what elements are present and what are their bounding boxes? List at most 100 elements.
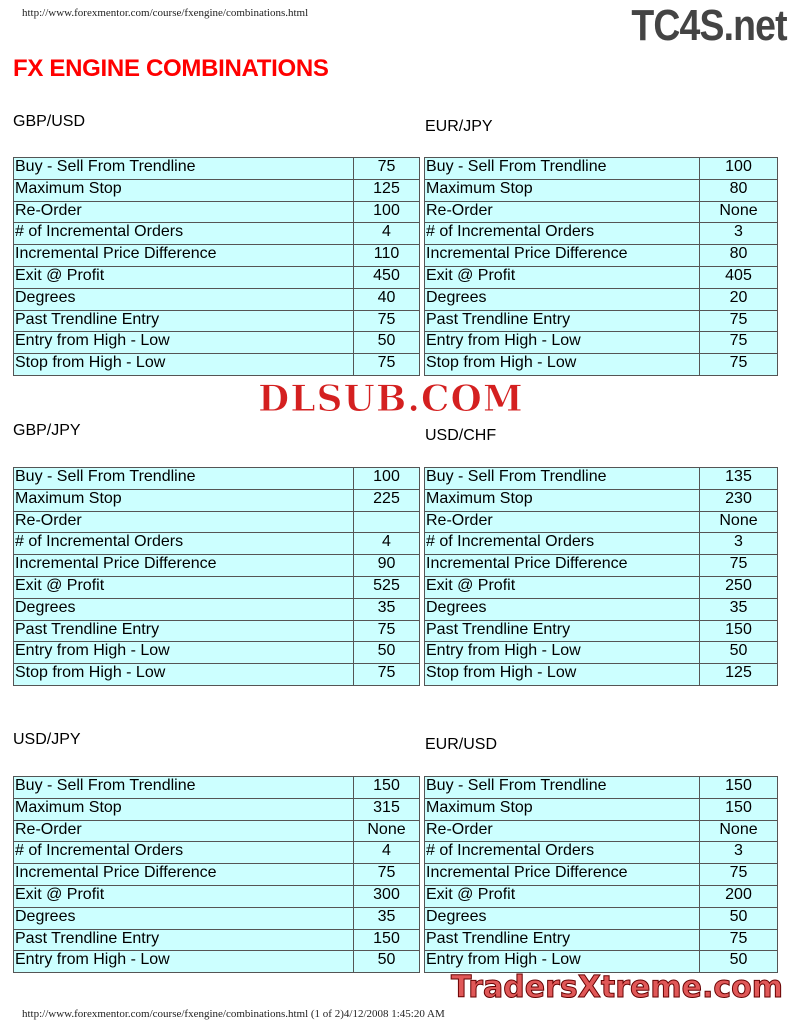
setting-label: Stop from High - Low xyxy=(13,353,354,376)
setting-value: 125 xyxy=(353,178,420,202)
table-row: Entry from High - Low 50 xyxy=(13,950,420,974)
setting-label: Maximum Stop xyxy=(424,488,700,512)
settings-table: Buy - Sell From Trendline 150 Maximum Stop… xyxy=(13,776,420,974)
setting-label: Entry from High - Low xyxy=(424,331,700,355)
setting-label: Exit @ Profit xyxy=(424,265,700,289)
setting-label: Past Trendline Entry xyxy=(13,928,354,952)
setting-label: Degrees xyxy=(13,597,354,621)
table-row: Past Trendline Entry 75 xyxy=(13,309,420,333)
setting-label: Entry from High - Low xyxy=(424,950,700,974)
setting-label: Re-Order xyxy=(13,510,354,534)
footer-url: http://www.forexmentor.com/course/fxengi… xyxy=(22,1008,445,1020)
table-row: Entry from High - Low 50 xyxy=(13,641,420,665)
table-row: Exit @ Profit 300 xyxy=(13,884,420,908)
setting-label: Maximum Stop xyxy=(13,488,354,512)
setting-label: Entry from High - Low xyxy=(13,331,354,355)
setting-value xyxy=(353,510,420,534)
setting-label: Degrees xyxy=(424,287,700,311)
setting-value: 250 xyxy=(699,575,778,599)
settings-table: Buy - Sell From Trendline 100 Maximum Stop… xyxy=(13,467,420,686)
setting-value: 3 xyxy=(699,841,778,865)
pair-heading: GBP/USD xyxy=(13,113,86,130)
setting-value: 225 xyxy=(353,488,420,512)
table-row: Buy - Sell From Trendline 150 xyxy=(424,776,778,799)
setting-value: 80 xyxy=(699,244,778,267)
setting-value: 315 xyxy=(353,797,420,821)
setting-value: 3 xyxy=(699,222,778,246)
setting-label: Past Trendline Entry xyxy=(13,309,354,333)
table-row: Exit @ Profit 200 xyxy=(424,884,778,908)
setting-value: 100 xyxy=(353,467,420,490)
setting-label: Buy - Sell From Trendline xyxy=(424,467,700,490)
setting-value: 150 xyxy=(699,619,778,643)
table-row: Buy - Sell From Trendline 100 xyxy=(13,467,420,490)
table-row: Degrees 50 xyxy=(424,906,778,930)
setting-value: 50 xyxy=(353,950,420,974)
table-row: Entry from High - Low 50 xyxy=(13,331,420,355)
setting-label: Incremental Price Difference xyxy=(13,554,354,577)
setting-label: Degrees xyxy=(424,597,700,621)
setting-value: 75 xyxy=(699,863,778,886)
table-row: Past Trendline Entry 150 xyxy=(424,619,778,643)
setting-label: Exit @ Profit xyxy=(424,884,700,908)
setting-value: 4 xyxy=(353,222,420,246)
setting-label: Degrees xyxy=(13,906,354,930)
setting-value: 4 xyxy=(353,841,420,865)
setting-label: Incremental Price Difference xyxy=(13,863,354,886)
setting-value: 35 xyxy=(699,597,778,621)
setting-value: 450 xyxy=(353,265,420,289)
table-row: Stop from High - Low 75 xyxy=(13,353,420,376)
setting-label: Stop from High - Low xyxy=(13,663,354,686)
setting-value: 4 xyxy=(353,532,420,556)
table-row: Stop from High - Low 75 xyxy=(424,353,778,376)
setting-value: 135 xyxy=(699,467,778,490)
setting-label: Maximum Stop xyxy=(13,797,354,821)
setting-label: Entry from High - Low xyxy=(13,950,354,974)
setting-value: 525 xyxy=(353,575,420,599)
table-row: Exit @ Profit 405 xyxy=(424,265,778,289)
table-row: Entry from High - Low 75 xyxy=(424,331,778,355)
table-row: Re-Order None xyxy=(424,200,778,224)
table-row: Entry from High - Low 50 xyxy=(424,641,778,665)
table-row: Past Trendline Entry 75 xyxy=(424,928,778,952)
table-row: Buy - Sell From Trendline 75 xyxy=(13,157,420,180)
table-row: Maximum Stop 150 xyxy=(424,797,778,821)
setting-value: 125 xyxy=(699,663,778,686)
setting-value: 75 xyxy=(353,353,420,376)
setting-label: Re-Order xyxy=(424,200,700,224)
setting-label: # of Incremental Orders xyxy=(424,222,700,246)
setting-value: None xyxy=(699,819,778,843)
setting-value: 50 xyxy=(699,906,778,930)
table-row: # of Incremental Orders 3 xyxy=(424,532,778,556)
table-row: Exit @ Profit 250 xyxy=(424,575,778,599)
setting-label: # of Incremental Orders xyxy=(424,532,700,556)
table-row: Re-Order None xyxy=(424,819,778,843)
setting-label: # of Incremental Orders xyxy=(424,841,700,865)
pair-heading: EUR/USD xyxy=(425,736,498,753)
setting-value: 150 xyxy=(699,797,778,821)
setting-label: Past Trendline Entry xyxy=(424,619,700,643)
setting-value: 75 xyxy=(699,331,778,355)
table-row: # of Incremental Orders 4 xyxy=(13,222,420,246)
table-row: Degrees 20 xyxy=(424,287,778,311)
table-row: Exit @ Profit 525 xyxy=(13,575,420,599)
setting-value: 150 xyxy=(699,776,778,799)
table-row: Buy - Sell From Trendline 135 xyxy=(424,467,778,490)
setting-value: None xyxy=(353,819,420,843)
setting-value: 35 xyxy=(353,597,420,621)
setting-label: Maximum Stop xyxy=(424,178,700,202)
setting-label: Exit @ Profit xyxy=(13,265,354,289)
setting-label: Maximum Stop xyxy=(13,178,354,202)
table-row: Maximum Stop 230 xyxy=(424,488,778,512)
setting-value: 75 xyxy=(699,928,778,952)
setting-value: 100 xyxy=(353,200,420,224)
table-row: # of Incremental Orders 3 xyxy=(424,222,778,246)
settings-table: Buy - Sell From Trendline 135 Maximum Stop… xyxy=(424,467,778,686)
setting-value: 300 xyxy=(353,884,420,908)
setting-label: Exit @ Profit xyxy=(13,575,354,599)
setting-value: 50 xyxy=(353,331,420,355)
setting-value: 75 xyxy=(699,309,778,333)
setting-value: 80 xyxy=(699,178,778,202)
setting-value: 75 xyxy=(353,309,420,333)
table-row: Re-Order None xyxy=(424,510,778,534)
